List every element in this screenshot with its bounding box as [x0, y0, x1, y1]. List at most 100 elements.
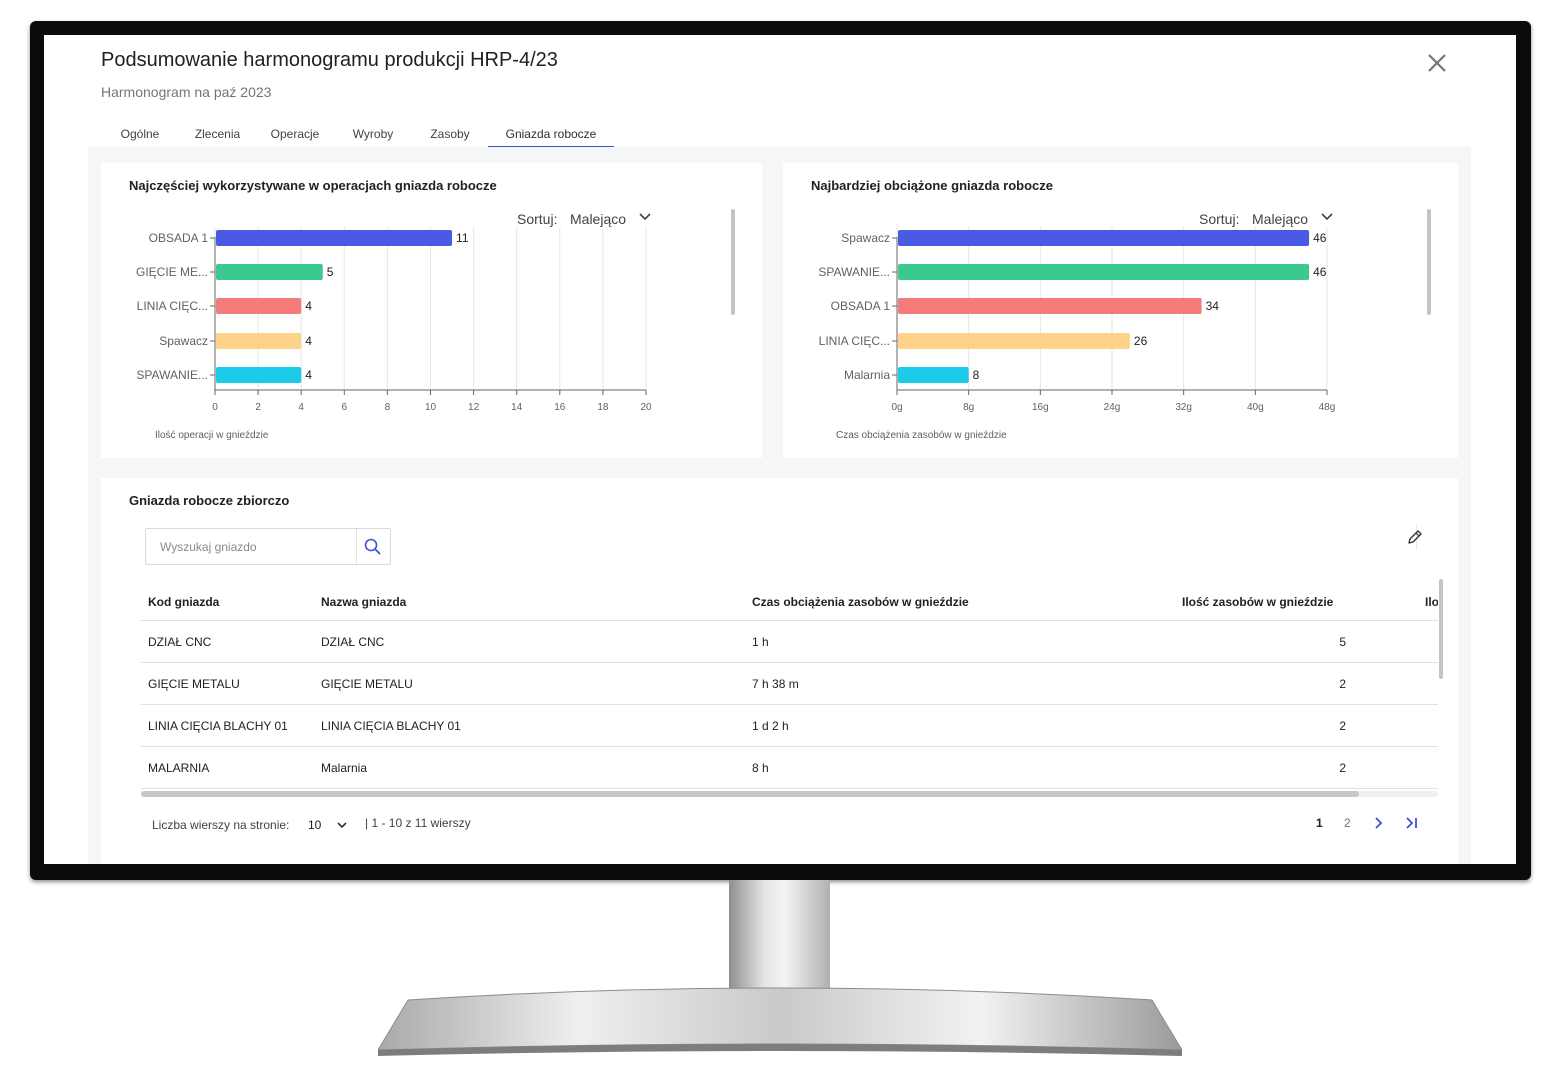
cell-count: 5 — [1339, 634, 1346, 649]
table-row[interactable]: MALARNIA Malarnia 8 h 2 — [141, 747, 1438, 789]
summary-card: Gniazda robocze zbiorczo Kod — [101, 478, 1458, 864]
x-tick-label: 20 — [640, 402, 652, 413]
tab-gniazda-robocze[interactable]: Gniazda robocze — [488, 123, 614, 149]
cell-code: MALARNIA — [148, 760, 210, 775]
monitor-frame: Podsumowanie harmonogramu produkcji HRP-… — [30, 21, 1531, 880]
x-tick-label: 24g — [1104, 402, 1121, 413]
cell-name: Malarnia — [321, 760, 368, 775]
value-label: 4 — [305, 368, 312, 382]
column-header[interactable]: Nazwa gniazda — [321, 595, 407, 609]
cell-time: 7 h 38 m — [752, 676, 799, 691]
toolbar-divider — [1416, 524, 1417, 550]
cell-time: 8 h — [752, 760, 769, 775]
search-icon[interactable] — [363, 537, 383, 557]
category-label: GIĘCIE ME... — [136, 265, 208, 279]
bar — [898, 230, 1310, 246]
cell-code: LINIA CIĘCIA BLACHY 01 — [148, 718, 288, 733]
column-header[interactable]: Ilość zasobów w gnieździe — [1182, 595, 1334, 609]
x-tick-label: 2 — [255, 402, 261, 413]
page-2-button[interactable]: 2 — [1344, 816, 1351, 830]
value-label: 4 — [305, 334, 312, 348]
rows-range: | 1 - 10 z 11 wierszy — [365, 816, 471, 830]
x-tick-label: 10 — [425, 402, 437, 413]
chart-scrollbar[interactable] — [1427, 209, 1431, 315]
category-label: OBSADA 1 — [149, 231, 209, 245]
sort-select[interactable]: Malejąco — [570, 211, 626, 227]
table-horizontal-scrollbar[interactable] — [141, 791, 1359, 797]
search-input[interactable] — [146, 529, 356, 564]
value-label: 4 — [305, 299, 312, 313]
cell-code: DZIAŁ CNC — [148, 634, 212, 649]
page-title: Podsumowanie harmonogramu produkcji HRP-… — [101, 49, 558, 71]
value-label: 46 — [1313, 265, 1327, 279]
cell-name: GIĘCIE METALU — [321, 676, 413, 691]
column-header[interactable]: Czas obciążenia zasobów w gnieździe — [752, 595, 969, 609]
x-tick-label: 32g — [1175, 402, 1192, 413]
x-tick-label: 16 — [554, 402, 566, 413]
sort-select[interactable]: Malejąco — [1252, 211, 1308, 227]
x-axis-title: Czas obciążenia zasobów w gnieździe — [836, 430, 1007, 441]
bar — [898, 367, 969, 383]
table-row[interactable]: LINIA CIĘCIA BLACHY 01 LINIA CIĘCIA BLAC… — [141, 705, 1438, 747]
tab-ogolne[interactable]: Ogólne — [120, 127, 160, 141]
chevron-down-icon[interactable] — [639, 213, 651, 221]
screen: Podsumowanie harmonogramu produkcji HRP-… — [44, 35, 1516, 864]
sort-label: Sortuj: — [517, 211, 557, 227]
last-page-icon[interactable] — [1403, 815, 1421, 831]
x-tick-label: 0g — [891, 402, 902, 413]
summary-title: Gniazda robocze zbiorczo — [129, 493, 290, 508]
cell-name: LINIA CIĘCIA BLACHY 01 — [321, 718, 461, 733]
chevron-right-icon[interactable] — [1370, 815, 1386, 831]
chart-title-most-used: Najczęściej wykorzystywane w operacjach … — [129, 178, 497, 193]
x-tick-label: 40g — [1247, 402, 1264, 413]
tab-zasoby[interactable]: Zasoby — [430, 127, 470, 141]
x-tick-label: 18 — [597, 402, 609, 413]
x-tick-label: 8g — [963, 402, 974, 413]
pencil-icon[interactable] — [1403, 526, 1425, 548]
x-axis-title: Ilość operacji w gnieździe — [155, 430, 269, 441]
bar — [216, 230, 453, 246]
chart-title-most-loaded: Najbardziej obciążone gniazda robocze — [811, 178, 1053, 193]
category-label: SPAWANIE... — [136, 368, 208, 382]
rows-per-page-select[interactable]: 10 — [308, 818, 322, 832]
x-tick-label: 6 — [342, 402, 348, 413]
x-tick-label: 16g — [1032, 402, 1049, 413]
cell-time: 1 d 2 h — [752, 718, 789, 733]
column-header[interactable]: Ilo — [1425, 595, 1438, 609]
tab-operacje[interactable]: Operacje — [270, 127, 320, 141]
table-row[interactable]: GIĘCIE METALU GIĘCIE METALU 7 h 38 m 2 — [141, 663, 1438, 705]
x-tick-label: 8 — [385, 402, 391, 413]
cell-count: 2 — [1339, 718, 1346, 733]
cell-count: 2 — [1339, 676, 1346, 691]
category-label: OBSADA 1 — [831, 299, 891, 313]
tab-wyroby[interactable]: Wyroby — [352, 127, 394, 141]
tab-zlecenia[interactable]: Zlecenia — [194, 127, 241, 141]
bar — [216, 298, 302, 314]
cell-name: DZIAŁ CNC — [321, 634, 385, 649]
cell-code: GIĘCIE METALU — [148, 676, 240, 691]
table-vertical-scrollbar[interactable] — [1439, 579, 1443, 679]
cell-count: 2 — [1339, 760, 1346, 775]
chart-scrollbar[interactable] — [731, 209, 735, 315]
value-label: 26 — [1134, 334, 1148, 348]
monitor-stand-base — [378, 987, 1182, 1056]
category-label: Malarnia — [844, 368, 890, 382]
chevron-down-icon[interactable] — [1321, 213, 1333, 221]
table-header: Kod gniazda Nazwa gniazda Czas obciążeni… — [141, 584, 1438, 621]
close-icon[interactable] — [1422, 48, 1452, 78]
category-label: LINIA CIĘC... — [137, 299, 208, 313]
chevron-down-icon[interactable] — [335, 818, 349, 832]
value-label: 5 — [327, 265, 334, 279]
column-header[interactable]: Kod gniazda — [148, 595, 220, 609]
sort-label: Sortuj: — [1199, 211, 1239, 227]
x-tick-label: 0 — [212, 402, 218, 413]
bar-chart-most-loaded: Sortuj: Malejąco 0g 8g 16g 24g 32g 40g 48g Spaw… — [818, 211, 1335, 441]
page-1-button[interactable]: 1 — [1316, 816, 1323, 830]
bar — [898, 333, 1130, 349]
category-label: Spawacz — [159, 334, 208, 348]
bar — [216, 333, 302, 349]
page-subtitle: Harmonogram na paź 2023 — [101, 84, 272, 100]
bar — [216, 367, 302, 383]
table-row[interactable]: DZIAŁ CNC DZIAŁ CNC 1 h 5 — [141, 621, 1438, 663]
rows-per-page-label: Liczba wierszy na stronie: — [152, 818, 290, 832]
